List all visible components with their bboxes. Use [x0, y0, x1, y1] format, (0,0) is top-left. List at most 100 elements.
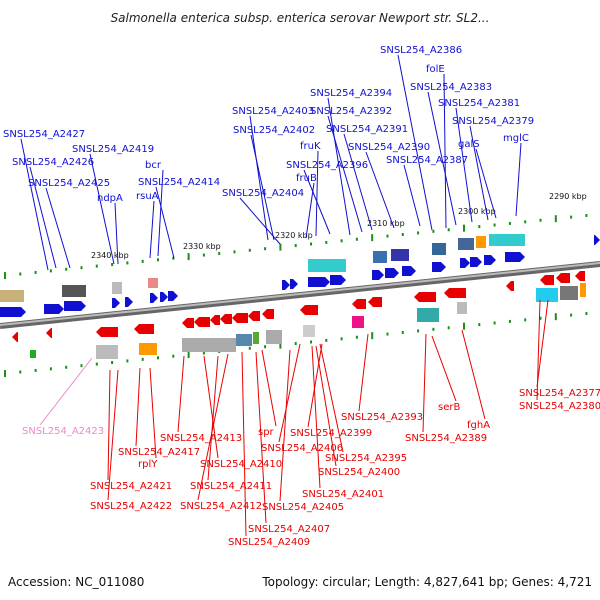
forward-gene-arrow: [290, 279, 298, 289]
tick-top: [447, 228, 450, 232]
tick-bottom: [447, 326, 450, 330]
feature-block: [352, 316, 364, 328]
tick-top: [95, 264, 98, 268]
tick-bottom: [141, 357, 144, 361]
gene-label: fruB: [296, 173, 317, 184]
label-leader-line: [107, 369, 119, 501]
feature-block: [139, 343, 157, 355]
scale-ticks: [4, 214, 588, 378]
label-leader-line: [197, 353, 229, 501]
label-leader-line: [515, 142, 522, 217]
gene-label: SNSL254_A2377: [519, 388, 600, 399]
tick-top: [417, 231, 420, 235]
gene-label: SNSL254_A2379: [452, 116, 534, 127]
reverse-gene-arrow: [232, 313, 248, 323]
tick-top: [493, 223, 496, 227]
feature-block: [373, 251, 387, 263]
label-leader-line: [203, 355, 219, 459]
tick-top: [218, 251, 221, 255]
tick-bottom: [325, 338, 328, 342]
tick-bottom: [417, 329, 420, 333]
gene-label: SNSL254_A2426: [12, 157, 94, 168]
scale-label-2330: 2330 kbp: [183, 242, 221, 251]
tick-top: [539, 218, 542, 222]
tick-top: [401, 232, 404, 236]
tick-bottom: [49, 367, 52, 371]
gene-label: SNSL254_A2410: [200, 459, 282, 470]
label-leader-line: [135, 367, 141, 447]
tick-bottom: [493, 321, 496, 325]
label-leader-line: [315, 345, 337, 467]
tick-top: [202, 253, 205, 257]
tick-bottom: [19, 370, 22, 374]
forward-gene-arrow: [470, 257, 482, 267]
feature-boxes: [0, 234, 586, 359]
feature-block: [560, 286, 578, 300]
tick-bottom: [95, 362, 98, 366]
gene-label: SNSL254_A2422: [90, 501, 172, 512]
feature-block: [303, 325, 315, 337]
gene-label: SNSL254_A2417: [118, 447, 200, 458]
tick-bottom: [539, 316, 542, 320]
tick-top: [340, 239, 343, 243]
reverse-gene-arrow: [182, 318, 194, 328]
tick-bottom: [279, 341, 282, 349]
reverse-gene-arrow: [134, 324, 154, 334]
feature-block: [536, 288, 558, 302]
label-leader-line: [319, 343, 344, 453]
tick-bottom: [264, 345, 267, 349]
label-leader-line: [475, 148, 497, 219]
gene-label: SNSL254_A2405: [262, 502, 344, 513]
gene-label: SNSL254_A2383: [410, 82, 492, 93]
tick-top: [325, 240, 328, 244]
reverse-gene-arrow: [444, 288, 466, 298]
accession: Accession: NC_011080: [8, 575, 144, 589]
gene-label: SNSL254_A2399: [290, 428, 372, 439]
label-leader-line: [279, 349, 291, 502]
tick-top: [294, 244, 297, 248]
label-leader-line: [403, 164, 421, 227]
tick-bottom: [172, 354, 175, 358]
gene-label: SNSL254_A2427: [3, 129, 85, 140]
feature-block: [432, 243, 446, 255]
tick-top: [310, 242, 312, 246]
genome-backbone: [0, 261, 600, 329]
gene-label: SNSL254_A2392: [310, 106, 392, 117]
label-leader-line: [45, 187, 71, 269]
tick-bottom: [294, 342, 297, 346]
tick-top: [570, 215, 573, 219]
feature-block: [391, 249, 409, 261]
tick-bottom: [478, 323, 481, 327]
feature-block: [458, 238, 474, 250]
forward-gene-arrow: [125, 297, 133, 307]
tick-top: [4, 272, 6, 280]
forward-gene-arrow: [372, 270, 384, 280]
tick-bottom: [585, 312, 588, 316]
feature-block: [489, 234, 525, 246]
scale-label-2320: 2320 kbp: [275, 231, 313, 240]
reverse-gene-arrow: [506, 281, 514, 291]
gene-label: bcr: [145, 160, 162, 171]
scale-label-2290: 2290 kbp: [549, 192, 587, 201]
reverse-gene-arrow: [414, 292, 436, 302]
label-leader-line: [307, 343, 323, 428]
feature-block: [96, 345, 118, 359]
gene-label: spr: [258, 427, 275, 438]
label-leader-line: [114, 202, 119, 265]
reverse-gene-arrow: [46, 328, 52, 338]
reverse-gene-arrow: [96, 327, 118, 337]
tick-top: [478, 225, 481, 229]
forward-gene-arrow: [385, 268, 399, 278]
tick-top: [19, 272, 22, 276]
forward-gene-arrow: [0, 307, 26, 317]
gene-label: serB: [438, 402, 460, 413]
reverse-gene-arrow: [300, 305, 318, 315]
tick-bottom: [524, 318, 527, 322]
forward-gene-arrow: [484, 255, 496, 265]
label-leader-line: [149, 367, 157, 459]
label-leader-line: [20, 138, 49, 271]
gene-label: SNSL254_A2404: [222, 188, 304, 199]
tick-bottom: [111, 361, 114, 365]
tick-bottom: [554, 313, 557, 321]
